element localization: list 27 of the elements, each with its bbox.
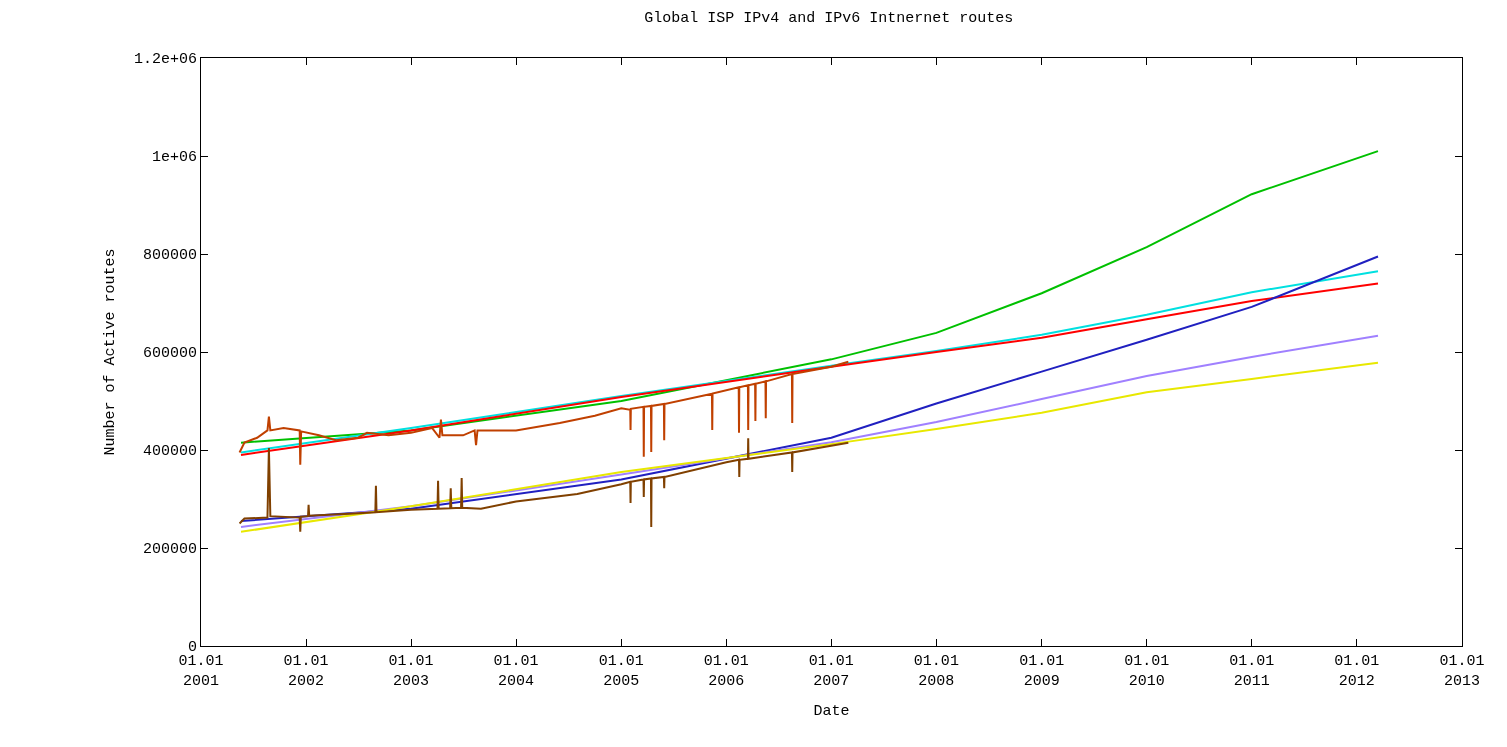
line-series	[239, 361, 1379, 533]
x-tick-label: 01.01 2006	[703, 653, 749, 690]
x-tick-label: 01.01 2007	[808, 653, 854, 690]
x-tick-label: 01.01 2009	[1019, 653, 1065, 690]
line-series	[238, 360, 850, 466]
x-tick-label: 01.01 2002	[283, 653, 329, 690]
x-tick-label: 01.01 2004	[493, 653, 539, 690]
x-tick-label: 01.01 2005	[598, 653, 644, 690]
x-tick-label: 01.01 2011	[1229, 653, 1275, 690]
x-tick-label: 01.01 2008	[913, 653, 959, 690]
y-axis-title: Number of Active routes	[102, 248, 120, 456]
y-tick-label: 1.2e+06	[133, 51, 197, 69]
x-tick-label: 01.01 2003	[388, 653, 434, 690]
chart-title: Global ISP IPv4 and IPv6 Intnernet routes	[644, 9, 1014, 27]
y-tick-label: 400000	[142, 443, 197, 461]
x-tick-label: 01.01 2001	[178, 653, 224, 690]
y-tick-label: 1e+06	[151, 149, 197, 167]
line-series	[239, 334, 1379, 528]
y-tick-label: 600000	[142, 345, 197, 363]
x-tick-label: 01.01 2010	[1124, 653, 1170, 690]
x-tick-label: 01.01 2013	[1439, 653, 1485, 690]
line-series	[239, 150, 1379, 444]
line-series	[238, 437, 850, 533]
y-tick-label: 800000	[142, 247, 197, 265]
x-axis-title: Date	[813, 702, 850, 720]
y-tick-label: 200000	[142, 541, 197, 559]
x-tick-label: 01.01 2012	[1334, 653, 1380, 690]
